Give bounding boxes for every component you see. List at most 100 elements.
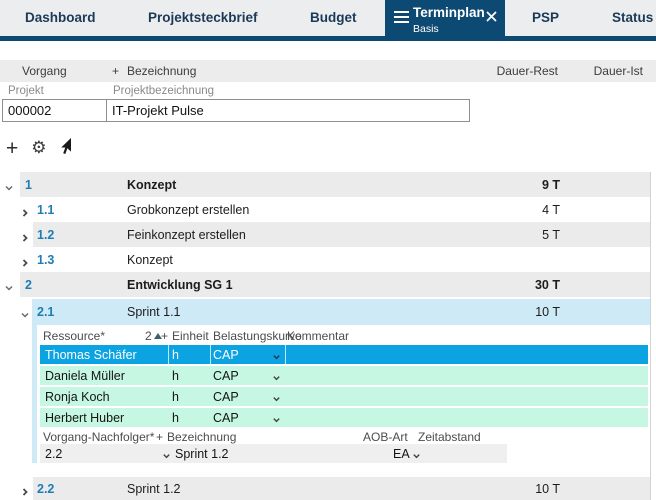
add-icon[interactable]: +: [6, 136, 19, 160]
task-row-1-2[interactable]: 1.2 Feinkonzept erstellen 5 T: [0, 222, 656, 247]
resource-name: Ronja Koch: [45, 389, 110, 404]
task-row-1-1[interactable]: 1.1 Grobkonzept erstellen 4 T: [0, 197, 656, 222]
task-number: 1.1: [37, 202, 55, 217]
tab-terminplan-active[interactable]: Terminplan Basis: [385, 0, 505, 41]
chevron-right-icon[interactable]: [20, 230, 30, 242]
task-name: Konzept: [127, 252, 173, 267]
project-number-field[interactable]: 000002: [8, 103, 52, 118]
task-duration: 30 T: [534, 277, 560, 292]
chevron-down-icon[interactable]: [272, 371, 281, 380]
resource-row[interactable]: Ronja Koch h CAP: [40, 387, 648, 406]
sort-asc-icon: [153, 333, 162, 339]
tab-bar: Dashboard Projektsteckbrief Budget PSP S…: [0, 0, 656, 41]
task-number: 2.1: [37, 305, 55, 319]
chevron-right-icon[interactable]: [20, 484, 30, 496]
col-kommentar[interactable]: Kommentar: [287, 329, 350, 343]
resource-row[interactable]: Herbert Huber h CAP: [40, 408, 648, 427]
task-name: Konzept: [127, 177, 177, 192]
task-row-2-2[interactable]: 2.2 Sprint 1.2 10 T: [0, 477, 656, 500]
chevron-right-icon[interactable]: [20, 205, 30, 217]
chevron-down-icon[interactable]: [272, 392, 281, 401]
resource-unit[interactable]: h: [172, 410, 179, 425]
resource-name: Daniela Müller: [45, 368, 125, 383]
aob-art-select[interactable]: EA: [393, 446, 410, 461]
chevron-down-icon[interactable]: [272, 413, 281, 422]
col-bezeichnung: Bezeichnung: [127, 64, 197, 78]
chevron-down-icon[interactable]: [412, 449, 421, 458]
task-number: 1.2: [37, 227, 55, 242]
select-pointer-icon[interactable]: [60, 137, 73, 159]
task-duration: 5 T: [542, 227, 560, 242]
tab-status[interactable]: Status: [612, 10, 654, 25]
add-successor-icon[interactable]: +: [156, 430, 164, 444]
projekt-label: Projekt: [8, 85, 44, 97]
task-row-2-1-selected[interactable]: 2.1 Sprint 1.1 10 T: [0, 299, 656, 325]
resource-curve-select[interactable]: CAP: [213, 410, 239, 425]
tab-budget[interactable]: Budget: [310, 10, 357, 25]
sort-indicator[interactable]: 2: [145, 329, 164, 343]
col-vorgang: Vorgang: [22, 64, 67, 78]
resource-row-selected[interactable]: Thomas Schäfer h CAP: [40, 345, 648, 364]
toolbar: + ⚙: [6, 135, 73, 161]
resource-unit[interactable]: h: [172, 368, 179, 383]
task-duration: 10 T: [535, 305, 560, 319]
tab-dashboard[interactable]: Dashboard: [25, 10, 96, 25]
settings-icon[interactable]: ⚙: [31, 137, 47, 158]
active-tab-label: Terminplan: [413, 5, 485, 20]
chevron-down-icon[interactable]: [4, 280, 14, 291]
task-row-1-3[interactable]: 1.3 Konzept: [0, 247, 656, 272]
active-tab-subtab[interactable]: Basis: [413, 23, 439, 35]
chevron-down-icon[interactable]: [4, 180, 14, 191]
resource-name: Thomas Schäfer: [45, 347, 137, 362]
task-duration: 4 T: [542, 202, 560, 217]
grid-column-header: Vorgang + Bezeichnung Dauer-Rest Dauer-I…: [0, 60, 656, 82]
task-row-2[interactable]: 2 Entwicklung SG 1 30 T: [0, 272, 656, 297]
task-duration: 9 T: [541, 177, 560, 192]
col-zeitabstand[interactable]: Zeitabstand: [418, 430, 481, 444]
task-number: 2.2: [37, 482, 55, 496]
task-name: Entwicklung SG 1: [127, 277, 233, 292]
resource-curve-select[interactable]: CAP: [213, 368, 239, 383]
resource-unit[interactable]: h: [172, 347, 179, 362]
col-dauer-rest: Dauer-Rest: [496, 64, 558, 78]
chevron-down-icon[interactable]: [272, 350, 281, 359]
col-belastungskurve[interactable]: Belastungskurve: [213, 329, 302, 343]
add-column-icon[interactable]: +: [112, 64, 120, 78]
add-resource-icon[interactable]: +: [161, 329, 169, 343]
task-name: Sprint 1.1: [127, 305, 181, 319]
task-number: 2: [25, 277, 32, 292]
menu-icon[interactable]: [394, 11, 409, 23]
col-dauer-ist: Dauer-Ist: [593, 64, 643, 78]
table-right-border: [650, 172, 651, 500]
col-aob-art[interactable]: AOB-Art: [363, 430, 408, 444]
resource-curve-select[interactable]: CAP: [213, 389, 239, 404]
chevron-right-icon[interactable]: [20, 255, 30, 267]
col-bezeichnung-succ[interactable]: Bezeichnung: [167, 430, 237, 444]
project-name-field[interactable]: IT-Projekt Pulse: [112, 103, 204, 118]
col-einheit[interactable]: Einheit: [172, 329, 209, 343]
successor-name: Sprint 1.2: [175, 446, 229, 461]
tab-projektsteckbrief[interactable]: Projektsteckbrief: [148, 10, 258, 25]
task-duration: 10 T: [535, 482, 560, 496]
task-row-1[interactable]: 1 Konzept 9 T: [0, 172, 656, 197]
resource-curve-select[interactable]: CAP: [213, 347, 239, 362]
task-name: Feinkonzept erstellen: [127, 227, 246, 242]
tab-psp[interactable]: PSP: [532, 10, 560, 25]
selection-gutter: [32, 325, 37, 463]
chevron-down-icon[interactable]: [20, 307, 30, 318]
project-fields: 000002 IT-Projekt Pulse: [2, 99, 470, 122]
task-number: 1.3: [37, 252, 55, 267]
resource-row[interactable]: Daniela Müller h CAP: [40, 366, 648, 385]
close-icon[interactable]: [486, 9, 497, 22]
resource-unit[interactable]: h: [172, 389, 179, 404]
col-vorgang-nachfolger[interactable]: Vorgang-Nachfolger*: [43, 430, 155, 444]
successor-select[interactable]: 2.2: [45, 446, 63, 461]
col-ressource[interactable]: Ressource*: [43, 329, 106, 343]
successor-row[interactable]: 2.2 Sprint 1.2 EA: [40, 444, 507, 463]
task-number: 1: [25, 177, 32, 192]
task-name: Sprint 1.2: [127, 482, 181, 496]
chevron-down-icon[interactable]: [162, 449, 171, 458]
resource-name: Herbert Huber: [45, 410, 125, 425]
task-name: Grobkonzept erstellen: [127, 202, 250, 217]
